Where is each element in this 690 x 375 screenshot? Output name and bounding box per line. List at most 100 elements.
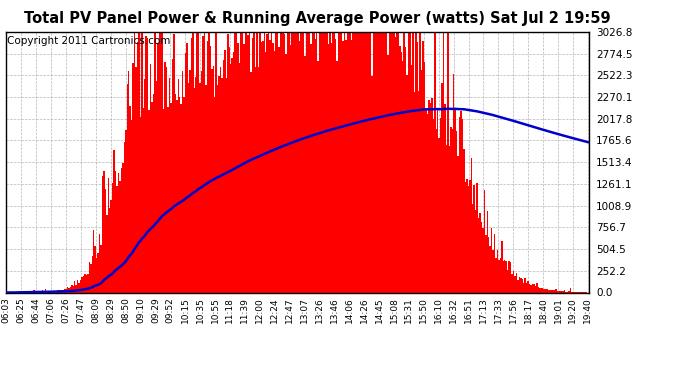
Bar (240, 30, 241, 292)
Bar (257, 67, 259, 292)
Bar (81, 277, 83, 292)
Bar (459, 117, 460, 292)
Bar (522, 279, 523, 292)
Bar (118, 173, 119, 292)
Bar (535, 286, 536, 292)
Bar (438, 138, 440, 292)
Bar (549, 290, 551, 292)
Bar (555, 289, 557, 292)
Bar (552, 290, 553, 292)
Bar (179, 98, 181, 292)
Bar (446, 146, 447, 292)
Bar (143, 108, 144, 292)
Bar (420, 30, 421, 292)
Bar (422, 42, 424, 292)
Bar (269, 40, 270, 292)
Bar (527, 281, 529, 292)
Bar (88, 262, 90, 292)
Bar (351, 40, 353, 292)
Bar (154, 30, 156, 292)
Bar (189, 70, 190, 292)
Bar (224, 50, 226, 292)
Bar (205, 86, 207, 292)
Bar (144, 79, 146, 292)
Bar (460, 111, 462, 292)
Bar (530, 285, 532, 292)
Bar (348, 30, 350, 292)
Bar (181, 104, 182, 292)
Bar (515, 273, 517, 292)
Bar (210, 46, 211, 292)
Bar (493, 251, 494, 292)
Bar (201, 71, 202, 292)
Bar (227, 34, 228, 292)
Bar (128, 71, 130, 292)
Bar (464, 182, 466, 292)
Bar (342, 41, 344, 292)
Bar (355, 30, 357, 292)
Bar (230, 64, 231, 292)
Bar (450, 127, 451, 292)
Bar (542, 288, 544, 292)
Bar (256, 30, 257, 292)
Bar (159, 30, 160, 292)
Bar (320, 30, 322, 292)
Bar (437, 110, 438, 292)
Bar (392, 30, 393, 292)
Text: Total PV Panel Power & Running Average Power (watts) Sat Jul 2 19:59: Total PV Panel Power & Running Average P… (24, 11, 611, 26)
Bar (261, 42, 262, 292)
Bar (561, 291, 562, 292)
Bar (29, 291, 30, 292)
Bar (110, 200, 112, 292)
Bar (70, 286, 71, 292)
Bar (239, 63, 240, 292)
Bar (223, 60, 224, 292)
Bar (444, 104, 446, 292)
Bar (357, 30, 358, 292)
Bar (106, 215, 108, 292)
Bar (447, 30, 448, 292)
Bar (462, 118, 463, 292)
Bar (361, 30, 363, 292)
Bar (544, 289, 545, 292)
Bar (92, 256, 93, 292)
Bar (317, 61, 319, 292)
Bar (304, 56, 306, 292)
Bar (412, 30, 413, 292)
Bar (96, 258, 97, 292)
Bar (275, 30, 277, 292)
Bar (409, 30, 411, 292)
Bar (489, 246, 491, 292)
Bar (113, 150, 115, 292)
Bar (370, 30, 371, 292)
Bar (167, 107, 169, 292)
Bar (84, 274, 86, 292)
Bar (498, 260, 500, 292)
Bar (139, 117, 141, 292)
Bar (411, 65, 412, 292)
Bar (290, 45, 291, 292)
Bar (115, 171, 117, 292)
Bar (333, 30, 335, 292)
Bar (252, 38, 253, 292)
Text: Copyright 2011 Cartronics.com: Copyright 2011 Cartronics.com (7, 36, 170, 46)
Bar (316, 30, 317, 292)
Bar (353, 30, 354, 292)
Bar (473, 185, 475, 292)
Bar (506, 261, 507, 292)
Bar (235, 30, 236, 292)
Bar (259, 30, 261, 292)
Bar (424, 62, 425, 292)
Bar (52, 291, 54, 292)
Bar (545, 289, 546, 292)
Bar (287, 30, 288, 292)
Bar (265, 52, 266, 292)
Bar (485, 235, 486, 292)
Bar (532, 284, 533, 292)
Bar (480, 213, 481, 292)
Bar (482, 228, 484, 292)
Bar (529, 284, 530, 292)
Bar (281, 30, 282, 292)
Bar (45, 289, 46, 292)
Bar (300, 30, 302, 292)
